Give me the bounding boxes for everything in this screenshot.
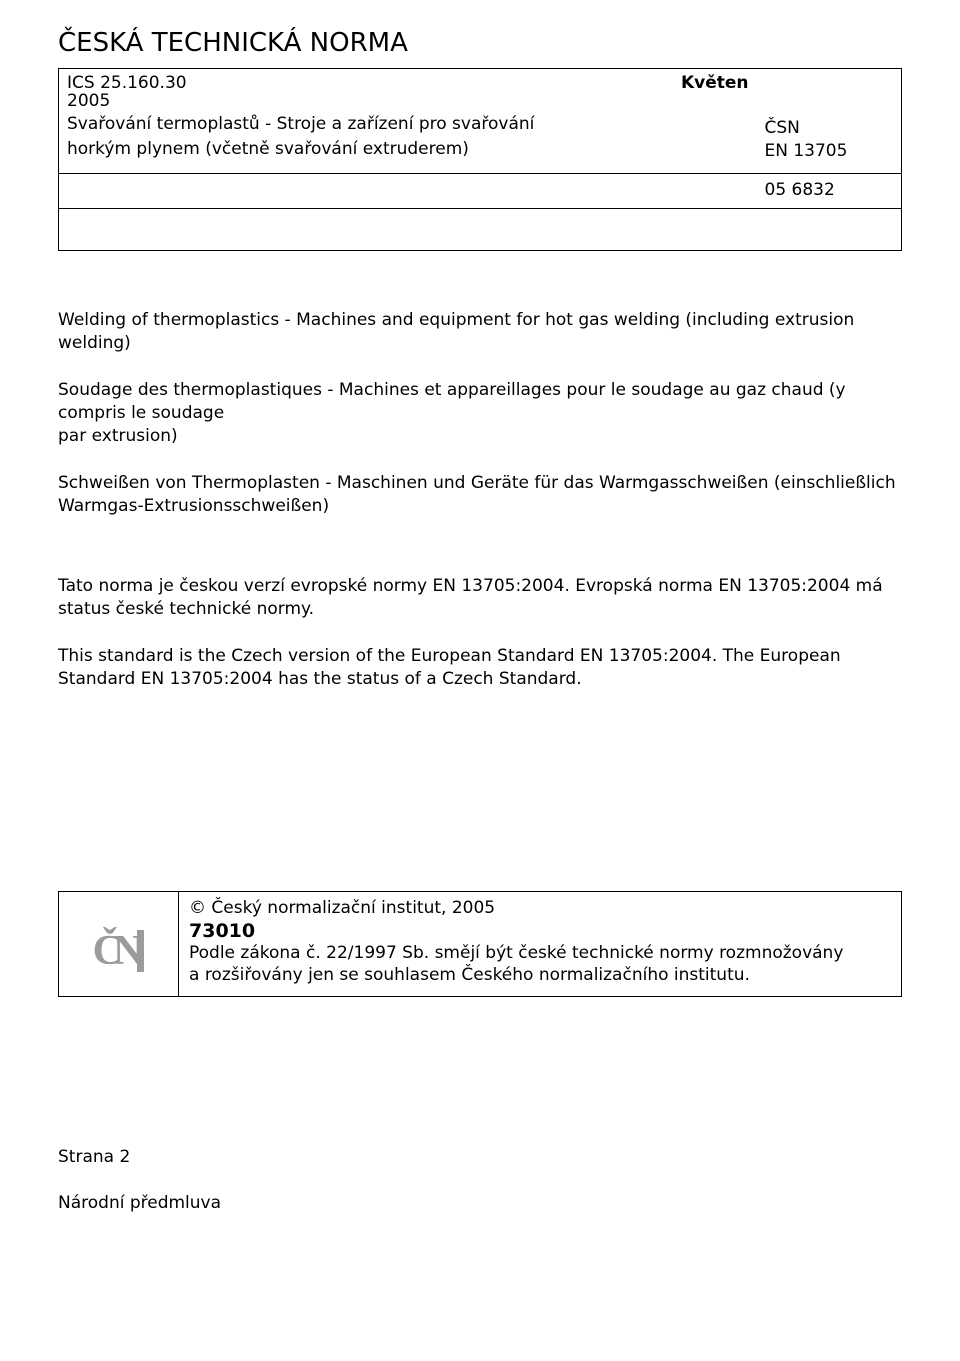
national-foreword-heading: Národní předmluva: [58, 1193, 902, 1213]
copyright-line: © Český normalizační institut, 2005: [189, 898, 891, 918]
title-translation-en: Welding of thermoplastics - Machines and…: [58, 309, 902, 355]
title-translation-de-line2: Warmgas-Extrusionsschweißen): [58, 495, 902, 518]
classification-mark: 05 6832: [765, 180, 894, 200]
issue-month: Květen: [681, 73, 749, 93]
cni-logo: ČN: [69, 898, 168, 978]
legal-notice-line2: a rozšiřovány jen se souhlasem Českého n…: [189, 964, 891, 986]
footer-table: ČN © Český normalizační institut, 2005 7…: [58, 891, 902, 997]
status-paragraph-en: This standard is the Czech version of th…: [58, 645, 902, 691]
title-translation-fr-line1: Soudage des thermoplastiques - Machines …: [58, 379, 902, 425]
standard-title-cz-line1: Svařování termoplastů - Stroje a zařízen…: [67, 113, 749, 136]
standard-prefix: ČSN: [765, 117, 894, 140]
ics-code: ICS 25.160.30: [67, 73, 187, 93]
document-title: ČESKÁ TECHNICKÁ NORMA: [58, 28, 902, 58]
page-number: Strana 2: [58, 1147, 902, 1167]
reference-number: 73010: [189, 920, 891, 942]
status-paragraph-cz: Tato norma je českou verzí evropské norm…: [58, 575, 902, 621]
title-translation-de-line1: Schweißen von Thermoplasten - Maschinen …: [58, 472, 902, 495]
title-translation-fr-line2: par extrusion): [58, 425, 902, 448]
header-table: ICS 25.160.30 Květen 2005 Svařování term…: [58, 68, 902, 251]
legal-notice-line1: Podle zákona č. 22/1997 Sb. smějí být če…: [189, 942, 891, 964]
standard-title-cz-line2: horkým plynem (včetně svařování extruder…: [67, 138, 749, 161]
standard-code: EN 13705: [765, 140, 894, 163]
issue-year: 2005: [67, 91, 749, 111]
